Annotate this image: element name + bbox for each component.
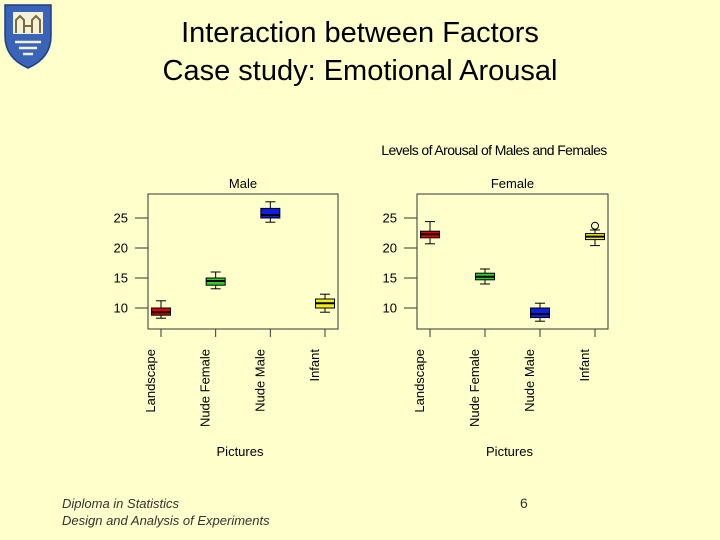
boxplot-landscape [151, 300, 171, 319]
page-number: 6 [520, 495, 528, 511]
panel-female: Female 10 15 20 25 Landscape Nude Female Nude M… [383, 176, 609, 459]
x-category-label: Landscape [412, 349, 427, 413]
y-tick-label: 15 [383, 271, 397, 286]
slide-title: Interaction between Factors Case study: … [0, 14, 720, 90]
y-tick-label: 15 [114, 271, 128, 286]
x-category-label: Nude Female [467, 349, 482, 427]
y-tick-label: 25 [383, 211, 397, 226]
x-category-label: Infant [307, 349, 322, 382]
panel-male: Male 10 15 20 25 Landscape Nude Female Nude Mal… [114, 176, 339, 459]
panel-frame [147, 193, 339, 330]
panel-title: Female [491, 176, 534, 191]
boxplot-nude-male [530, 302, 550, 322]
y-tick-label: 10 [383, 301, 397, 316]
x-category-label: Nude Male [522, 349, 537, 412]
x-axis-label: Pictures [486, 444, 533, 459]
boxplot-nude-female [475, 268, 495, 285]
title-line-2: Case study: Emotional Arousal [162, 55, 558, 87]
y-tick-label: 25 [114, 211, 128, 226]
y-tick-label: 20 [114, 241, 128, 256]
y-tick-label: 10 [114, 301, 128, 316]
panel-title: Male [229, 176, 257, 191]
boxplot-nude-male [260, 201, 281, 223]
boxplot-infant [315, 293, 335, 313]
chart-title: Levels of Arousal of Males and Females [381, 142, 607, 158]
footer-module: Design and Analysis of Experiments [62, 513, 270, 528]
x-category-label: Nude Male [252, 349, 267, 412]
footer: Diploma in Statistics Design and Analysi… [62, 495, 270, 529]
x-category-label: Landscape [143, 349, 158, 413]
y-tick-label: 20 [383, 241, 397, 256]
boxplot-landscape [420, 221, 440, 245]
boxplot-nude-female [205, 271, 226, 290]
university-crest-logo [4, 4, 52, 69]
x-category-label: Nude Female [198, 349, 213, 427]
footer-course: Diploma in Statistics [62, 496, 180, 511]
box [260, 207, 281, 219]
x-category-label: Infant [577, 349, 592, 382]
box [530, 307, 550, 319]
x-axis-label: Pictures [217, 444, 264, 459]
title-line-1: Interaction between Factors [181, 17, 539, 49]
boxplot-infant [585, 221, 605, 247]
outlier-point [591, 221, 599, 230]
panel-frame [416, 193, 609, 330]
